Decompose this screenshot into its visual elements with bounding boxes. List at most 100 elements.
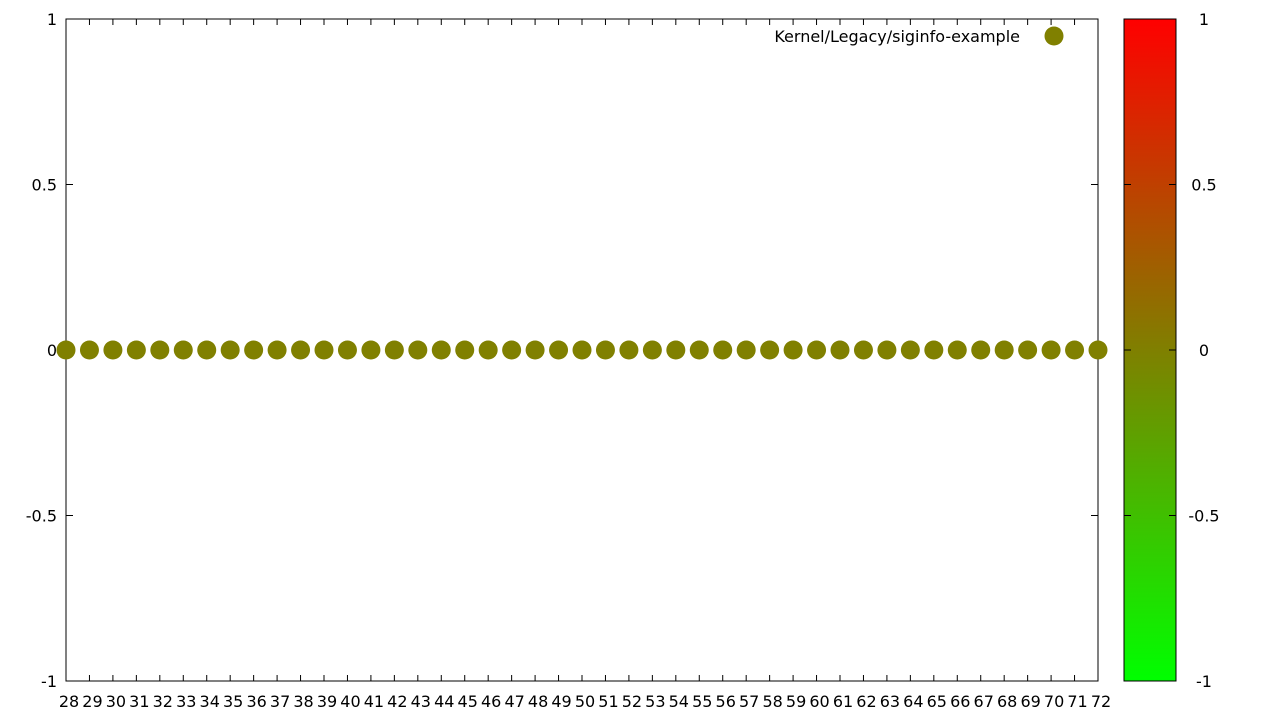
x-tick-label: 64 — [903, 692, 923, 711]
y-axis-ticks: -1 -0.5 0 0.5 1 — [26, 10, 1098, 691]
x-tick-label: 39 — [317, 692, 337, 711]
data-point — [900, 340, 920, 360]
data-point — [924, 340, 944, 360]
x-axis-ticks: 28 29 30 31 32 33 34 35 36 37 38 39 40 41 42 43 44 45 46 47… — [59, 19, 1111, 711]
data-point — [619, 340, 639, 360]
colorbar-tick-label: -0.5 — [1188, 507, 1219, 526]
x-tick-label: 30 — [106, 692, 126, 711]
y-tick-label: 1 — [47, 10, 57, 29]
x-tick-label: 68 — [997, 692, 1017, 711]
x-tick-label: 43 — [411, 692, 431, 711]
data-point — [971, 340, 991, 360]
colorbar-tick-label: 0 — [1199, 341, 1209, 360]
x-tick-label: 36 — [246, 692, 266, 711]
data-point — [103, 340, 123, 360]
x-tick-label: 50 — [575, 692, 595, 711]
legend: Kernel/Legacy/siginfo-example — [774, 26, 1064, 46]
data-point — [736, 340, 756, 360]
x-tick-label: 63 — [880, 692, 900, 711]
x-tick-label: 55 — [692, 692, 712, 711]
x-tick-label: 57 — [739, 692, 759, 711]
x-tick-label: 59 — [786, 692, 806, 711]
colorbar — [1123, 18, 1177, 682]
data-point — [994, 340, 1014, 360]
x-tick-label: 38 — [293, 692, 313, 711]
x-tick-label: 54 — [669, 692, 689, 711]
x-tick-label: 49 — [551, 692, 571, 711]
x-tick-label: 40 — [340, 692, 360, 711]
x-tick-label: 37 — [270, 692, 290, 711]
colorbar-tick-label: -1 — [1196, 672, 1212, 691]
colorbar-ticks: -1 -0.5 0 0.5 1 — [1124, 10, 1220, 691]
data-point — [56, 340, 76, 360]
x-tick-label: 35 — [223, 692, 243, 711]
data-point — [666, 340, 686, 360]
x-tick-label: 48 — [528, 692, 548, 711]
x-tick-label: 67 — [974, 692, 994, 711]
x-tick-label: 28 — [59, 692, 79, 711]
x-tick-label: 29 — [82, 692, 102, 711]
data-point — [361, 340, 381, 360]
data-point — [760, 340, 780, 360]
data-point — [807, 340, 827, 360]
x-tick-label: 45 — [458, 692, 478, 711]
data-point — [549, 340, 569, 360]
data-point — [572, 340, 592, 360]
data-point — [79, 340, 99, 360]
data-point — [197, 340, 217, 360]
x-tick-label: 60 — [809, 692, 829, 711]
y-tick-label: 0.5 — [32, 176, 57, 195]
x-tick-label: 42 — [387, 692, 407, 711]
data-point — [877, 340, 897, 360]
x-tick-label: 32 — [153, 692, 173, 711]
x-tick-label: 52 — [622, 692, 642, 711]
colorbar-tick-label: 0.5 — [1191, 176, 1216, 195]
data-point — [478, 340, 498, 360]
data-point — [267, 340, 287, 360]
data-point — [126, 340, 146, 360]
x-tick-label: 51 — [598, 692, 618, 711]
x-tick-label: 65 — [927, 692, 947, 711]
data-point — [830, 340, 850, 360]
x-tick-label: 53 — [645, 692, 665, 711]
x-tick-label: 62 — [856, 692, 876, 711]
data-point — [220, 340, 240, 360]
data-point — [173, 340, 193, 360]
x-tick-label: 44 — [434, 692, 454, 711]
legend-label: Kernel/Legacy/siginfo-example — [774, 27, 1020, 46]
data-point — [713, 340, 733, 360]
x-tick-label: 31 — [129, 692, 149, 711]
data-point — [291, 340, 311, 360]
data-point — [455, 340, 475, 360]
data-point — [642, 340, 662, 360]
x-tick-label: 33 — [176, 692, 196, 711]
y-tick-label: -0.5 — [26, 507, 57, 526]
data-point — [150, 340, 170, 360]
y-tick-label: 0 — [47, 341, 57, 360]
x-tick-label: 47 — [504, 692, 524, 711]
data-point — [1041, 340, 1061, 360]
data-point — [384, 340, 404, 360]
data-point — [947, 340, 967, 360]
data-point — [337, 340, 357, 360]
data-point — [689, 340, 709, 360]
x-tick-label: 34 — [200, 692, 220, 711]
data-point — [1065, 340, 1085, 360]
data-point — [408, 340, 428, 360]
x-tick-label: 69 — [1020, 692, 1040, 711]
x-tick-label: 71 — [1067, 692, 1087, 711]
x-tick-label: 58 — [762, 692, 782, 711]
data-point — [244, 340, 264, 360]
legend-marker — [1044, 26, 1064, 46]
x-tick-label: 56 — [716, 692, 736, 711]
x-tick-label: 46 — [481, 692, 501, 711]
data-point — [853, 340, 873, 360]
colorbar-tick-label: 1 — [1199, 10, 1209, 29]
x-tick-label: 61 — [833, 692, 853, 711]
data-point — [525, 340, 545, 360]
data-point — [1088, 340, 1108, 360]
data-point — [1018, 340, 1038, 360]
data-point — [502, 340, 522, 360]
data-point — [314, 340, 334, 360]
